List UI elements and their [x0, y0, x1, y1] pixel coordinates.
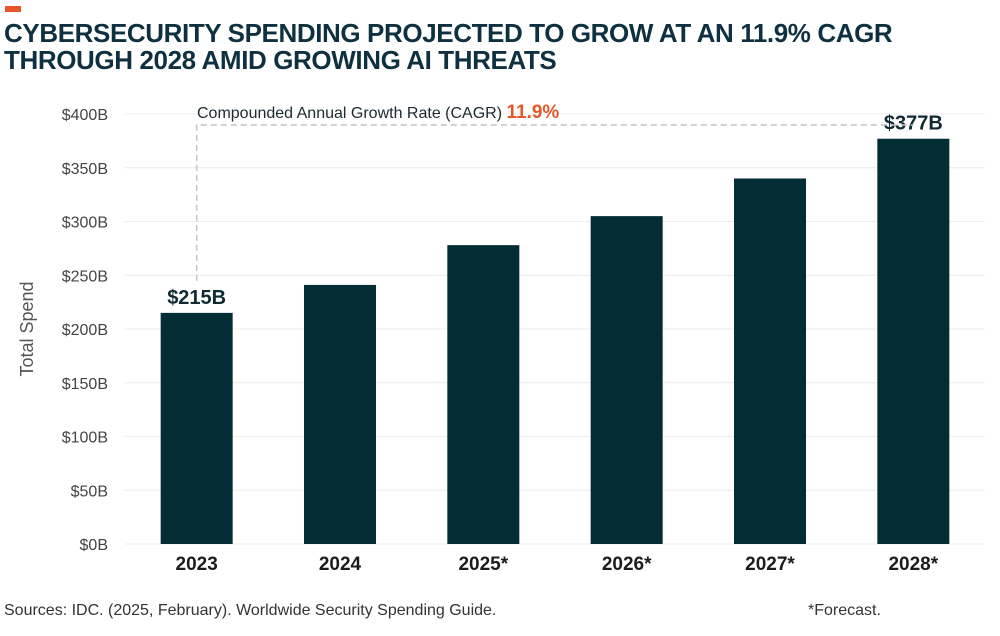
bar — [877, 138, 950, 544]
cagr-annotation: Compounded Annual Growth Rate (CAGR) 11.… — [197, 102, 559, 123]
x-tick-label: 2023 — [176, 554, 218, 575]
y-tick-label: $150B — [62, 376, 108, 393]
y-tick-label: $50B — [71, 483, 108, 500]
bar — [734, 178, 806, 544]
forecast-note: *Forecast. — [808, 602, 881, 619]
cagr-dashed-line — [195, 124, 914, 281]
source-note: Sources: IDC. (2025, February). Worldwid… — [4, 602, 497, 619]
y-tick-label: $0B — [80, 537, 108, 554]
x-tick-label: 2027* — [745, 554, 795, 575]
x-tick-label: 2026* — [602, 554, 652, 575]
cagr-value: 11.9% — [506, 102, 559, 123]
x-tick-label: 2025* — [458, 554, 508, 575]
bar — [590, 216, 663, 544]
x-tick-label: 2024 — [319, 554, 362, 575]
bar-value-label: $215B — [167, 287, 226, 309]
cagr-label: Compounded Annual Growth Rate (CAGR) — [197, 105, 506, 122]
y-tick-label: $400B — [62, 107, 108, 124]
title-accent-bar — [5, 6, 21, 12]
y-tick-label: $300B — [62, 215, 108, 232]
y-tick-label: $350B — [62, 161, 108, 178]
bar — [160, 312, 233, 544]
bar — [447, 245, 520, 544]
y-tick-label: $100B — [62, 430, 108, 447]
chart-title: CYBERSECURITY SPENDING PROJECTED TO GROW… — [4, 18, 893, 75]
x-tick-label: 2028* — [888, 554, 938, 575]
y-tick-label: $200B — [62, 322, 108, 339]
y-axis-title: Total Spend — [17, 281, 37, 376]
y-tick-label: $250B — [62, 268, 108, 285]
bar-value-label: $377B — [884, 113, 943, 135]
bar-chart: $0B $50B $100B $150B $200B $250B $300B $350B $40… — [17, 102, 985, 575]
bar — [304, 284, 376, 544]
